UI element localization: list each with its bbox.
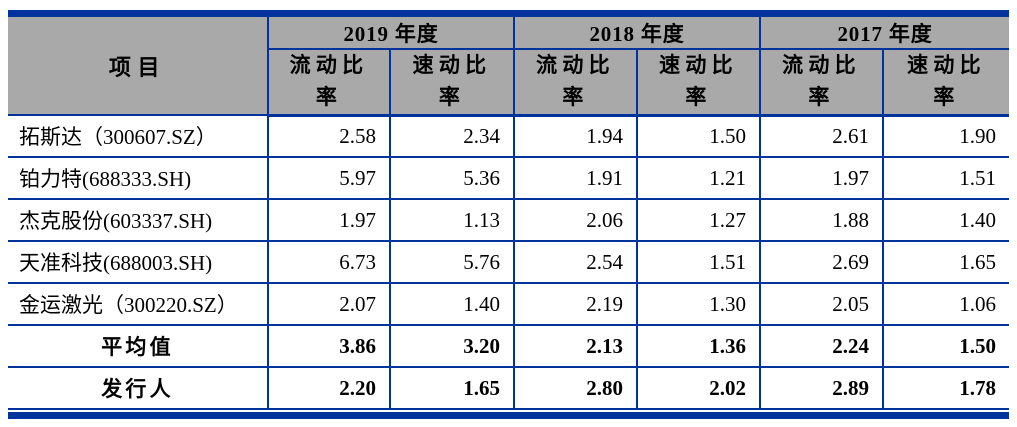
value-cell: 1.97	[759, 156, 885, 200]
col-header-current-ratio-2018: 流动比率	[513, 48, 639, 117]
value-cell: 1.97	[267, 198, 391, 242]
year-header-row: 项目 2019 年度 2018 年度 2017 年度	[8, 17, 1010, 116]
value-cell: 1.50	[882, 324, 1010, 368]
value-cell: 1.91	[513, 156, 639, 200]
value-cell: 1.40	[882, 198, 1010, 242]
value-cell: 2.05	[759, 282, 885, 326]
col-header-current-ratio-2019: 流动比率	[268, 48, 391, 117]
value-cell: 1.50	[636, 114, 762, 158]
ratio-subheader-row: 流动比率 速动比率 流动比率 速动比率 流动比率 速动比率	[8, 48, 1010, 117]
value-cell: 2.80	[513, 366, 639, 410]
value-cell: 2.06	[513, 198, 639, 242]
col-header-current-ratio-2017: 流动比率	[759, 48, 885, 117]
value-cell: 1.40	[388, 282, 516, 326]
company-cell: 天准科技(688003.SH)	[8, 240, 269, 284]
value-cell: 2.13	[513, 324, 639, 368]
value-cell: 2.02	[636, 366, 762, 410]
value-cell: 1.30	[636, 282, 762, 326]
company-cell: 铂力特(688333.SH)	[8, 156, 269, 200]
value-cell: 2.58	[267, 114, 391, 158]
table-body: 拓斯达（300607.SZ） 2.58 2.34 1.94 1.50 2.61 …	[8, 114, 1010, 410]
value-cell: 2.34	[388, 114, 516, 158]
subheader-label: 速动比率	[659, 53, 738, 109]
col-header-quick-ratio-2019: 速动比率	[388, 48, 516, 117]
col-header-quick-ratio-2018: 速动比率	[636, 48, 762, 117]
value-cell: 2.61	[759, 114, 885, 158]
value-cell: 2.69	[759, 240, 885, 284]
value-cell: 5.36	[388, 156, 516, 200]
value-cell: 5.97	[267, 156, 391, 200]
table-row-bolite: 铂力特(688333.SH) 5.97 5.36 1.91 1.21 1.97 …	[8, 156, 1010, 200]
table-row-issuer: 发行人 2.20 1.65 2.80 2.02 2.89 1.78	[8, 366, 1010, 410]
value-cell: 2.54	[513, 240, 639, 284]
col-header-year-2018: 2018 年度	[513, 17, 762, 50]
subheader-label: 流动比率	[536, 53, 615, 109]
value-cell: 1.94	[513, 114, 639, 158]
col-header-quick-ratio-2017: 速动比率	[882, 48, 1010, 117]
value-cell: 2.20	[267, 366, 391, 410]
row-label-average: 平均值	[8, 324, 269, 368]
value-cell: 1.06	[882, 282, 1010, 326]
subheader-label: 速动比率	[412, 53, 492, 109]
value-cell: 1.36	[636, 324, 762, 368]
value-cell: 2.07	[267, 282, 391, 326]
value-cell: 1.78	[882, 366, 1010, 410]
col-header-item: 项目	[8, 17, 269, 116]
value-cell: 1.13	[388, 198, 516, 242]
col-header-year-2017: 2017 年度	[759, 17, 1010, 50]
value-cell: 1.21	[636, 156, 762, 200]
value-cell: 1.27	[636, 198, 762, 242]
value-cell: 1.65	[388, 366, 516, 410]
company-cell: 杰克股份(603337.SH)	[8, 198, 269, 242]
liquidity-ratio-table: 项目 2019 年度 2018 年度 2017 年度 流动比率 速动比率 流动比…	[8, 17, 1010, 410]
value-cell: 1.90	[882, 114, 1010, 158]
table-header: 项目 2019 年度 2018 年度 2017 年度 流动比率 速动比率 流动比…	[8, 17, 1010, 117]
value-cell: 1.51	[636, 240, 762, 284]
value-cell: 2.89	[759, 366, 885, 410]
value-cell: 3.86	[267, 324, 391, 368]
value-cell: 1.88	[759, 198, 885, 242]
company-cell: 拓斯达（300607.SZ）	[8, 114, 269, 158]
value-cell: 6.73	[267, 240, 391, 284]
company-cell: 金运激光（300220.SZ）	[8, 282, 269, 326]
table-bottom-rule	[8, 412, 1009, 419]
value-cell: 2.19	[513, 282, 639, 326]
table-row-jinyun: 金运激光（300220.SZ） 2.07 1.40 2.19 1.30 2.05…	[8, 282, 1010, 326]
value-cell: 3.20	[388, 324, 516, 368]
subheader-label: 流动比率	[289, 53, 369, 109]
subheader-label: 速动比率	[907, 53, 986, 109]
table-top-rule	[8, 10, 1009, 17]
row-label-issuer: 发行人	[8, 366, 269, 410]
value-cell: 1.65	[882, 240, 1010, 284]
table-row-tuosida: 拓斯达（300607.SZ） 2.58 2.34 1.94 1.50 2.61 …	[8, 114, 1010, 158]
value-cell: 5.76	[388, 240, 516, 284]
table-row-jieke: 杰克股份(603337.SH) 1.97 1.13 2.06 1.27 1.88…	[8, 198, 1010, 242]
col-header-year-2019: 2019 年度	[266, 17, 516, 50]
value-cell: 1.51	[882, 156, 1010, 200]
table-row-tianzhun: 天准科技(688003.SH) 6.73 5.76 2.54 1.51 2.69…	[8, 240, 1010, 284]
value-cell: 2.24	[759, 324, 885, 368]
subheader-label: 流动比率	[782, 53, 861, 109]
table-row-average: 平均值 3.86 3.20 2.13 1.36 2.24 1.50	[8, 324, 1010, 368]
